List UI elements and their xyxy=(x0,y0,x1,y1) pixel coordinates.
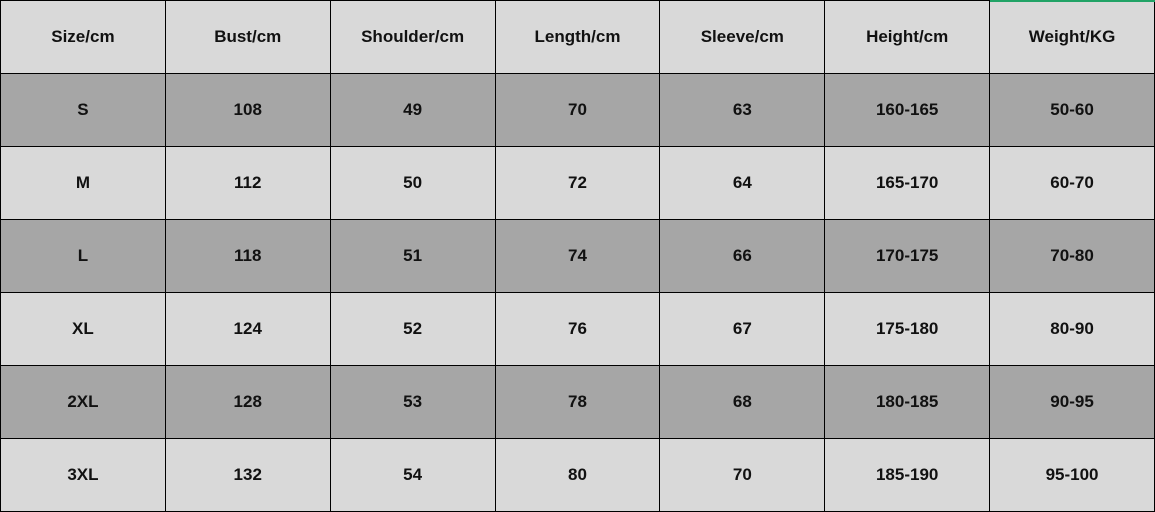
table-row: XL 124 52 76 67 175-180 80-90 xyxy=(0,292,1155,366)
table-cell[interactable]: 50 xyxy=(329,146,496,220)
table-cell[interactable]: 185-190 xyxy=(824,438,991,512)
table-cell[interactable]: 50-60 xyxy=(989,73,1155,147)
column-header[interactable]: Weight/KG xyxy=(989,0,1155,74)
table-cell[interactable]: 64 xyxy=(659,146,826,220)
column-header[interactable]: Shoulder/cm xyxy=(329,0,496,74)
table-cell[interactable]: 160-165 xyxy=(824,73,991,147)
table-cell[interactable]: 70-80 xyxy=(989,219,1155,293)
table-row: 3XL 132 54 80 70 185-190 95-100 xyxy=(0,438,1155,512)
table-cell[interactable]: 90-95 xyxy=(989,365,1155,439)
table-cell[interactable]: 67 xyxy=(659,292,826,366)
table-row: 2XL 128 53 78 68 180-185 90-95 xyxy=(0,365,1155,439)
table-cell[interactable]: 95-100 xyxy=(989,438,1155,512)
table-cell[interactable]: L xyxy=(0,219,166,293)
table-cell[interactable]: 118 xyxy=(164,219,331,293)
header-row: Size/cm Bust/cm Shoulder/cm Length/cm Sleeve… xyxy=(0,0,1155,74)
table-cell[interactable]: 72 xyxy=(494,146,661,220)
table-cell[interactable]: M xyxy=(0,146,166,220)
table-cell[interactable]: 52 xyxy=(329,292,496,366)
table-cell[interactable]: 78 xyxy=(494,365,661,439)
table-cell[interactable]: 74 xyxy=(494,219,661,293)
table-cell[interactable]: 70 xyxy=(659,438,826,512)
table-cell[interactable]: 170-175 xyxy=(824,219,991,293)
table-cell[interactable]: 165-170 xyxy=(824,146,991,220)
table-row: S 108 49 70 63 160-165 50-60 xyxy=(0,73,1155,147)
table-row: M 112 50 72 64 165-170 60-70 xyxy=(0,146,1155,220)
table-cell[interactable]: 68 xyxy=(659,365,826,439)
table-cell[interactable]: 108 xyxy=(164,73,331,147)
table-cell[interactable]: 70 xyxy=(494,73,661,147)
table-cell[interactable]: 49 xyxy=(329,73,496,147)
table-cell[interactable]: 63 xyxy=(659,73,826,147)
table-cell[interactable]: 132 xyxy=(164,438,331,512)
table-cell[interactable]: 128 xyxy=(164,365,331,439)
column-header[interactable]: Bust/cm xyxy=(164,0,331,74)
table-cell[interactable]: 51 xyxy=(329,219,496,293)
table-cell[interactable]: 54 xyxy=(329,438,496,512)
table-cell[interactable]: 80-90 xyxy=(989,292,1155,366)
table-cell[interactable]: S xyxy=(0,73,166,147)
table-row: L 118 51 74 66 170-175 70-80 xyxy=(0,219,1155,293)
column-header[interactable]: Size/cm xyxy=(0,0,166,74)
column-header[interactable]: Length/cm xyxy=(494,0,661,74)
column-header[interactable]: Sleeve/cm xyxy=(659,0,826,74)
table-cell[interactable]: 53 xyxy=(329,365,496,439)
table-cell[interactable]: 180-185 xyxy=(824,365,991,439)
column-header[interactable]: Height/cm xyxy=(824,0,991,74)
table-cell[interactable]: 112 xyxy=(164,146,331,220)
table-cell[interactable]: 124 xyxy=(164,292,331,366)
table-cell[interactable]: 175-180 xyxy=(824,292,991,366)
table-cell[interactable]: 60-70 xyxy=(989,146,1155,220)
table-cell[interactable]: 3XL xyxy=(0,438,166,512)
cell-selection-indicator xyxy=(990,0,1155,2)
table-cell[interactable]: XL xyxy=(0,292,166,366)
table-cell[interactable]: 66 xyxy=(659,219,826,293)
table-cell[interactable]: 2XL xyxy=(0,365,166,439)
table-cell[interactable]: 80 xyxy=(494,438,661,512)
table-cell[interactable]: 76 xyxy=(494,292,661,366)
